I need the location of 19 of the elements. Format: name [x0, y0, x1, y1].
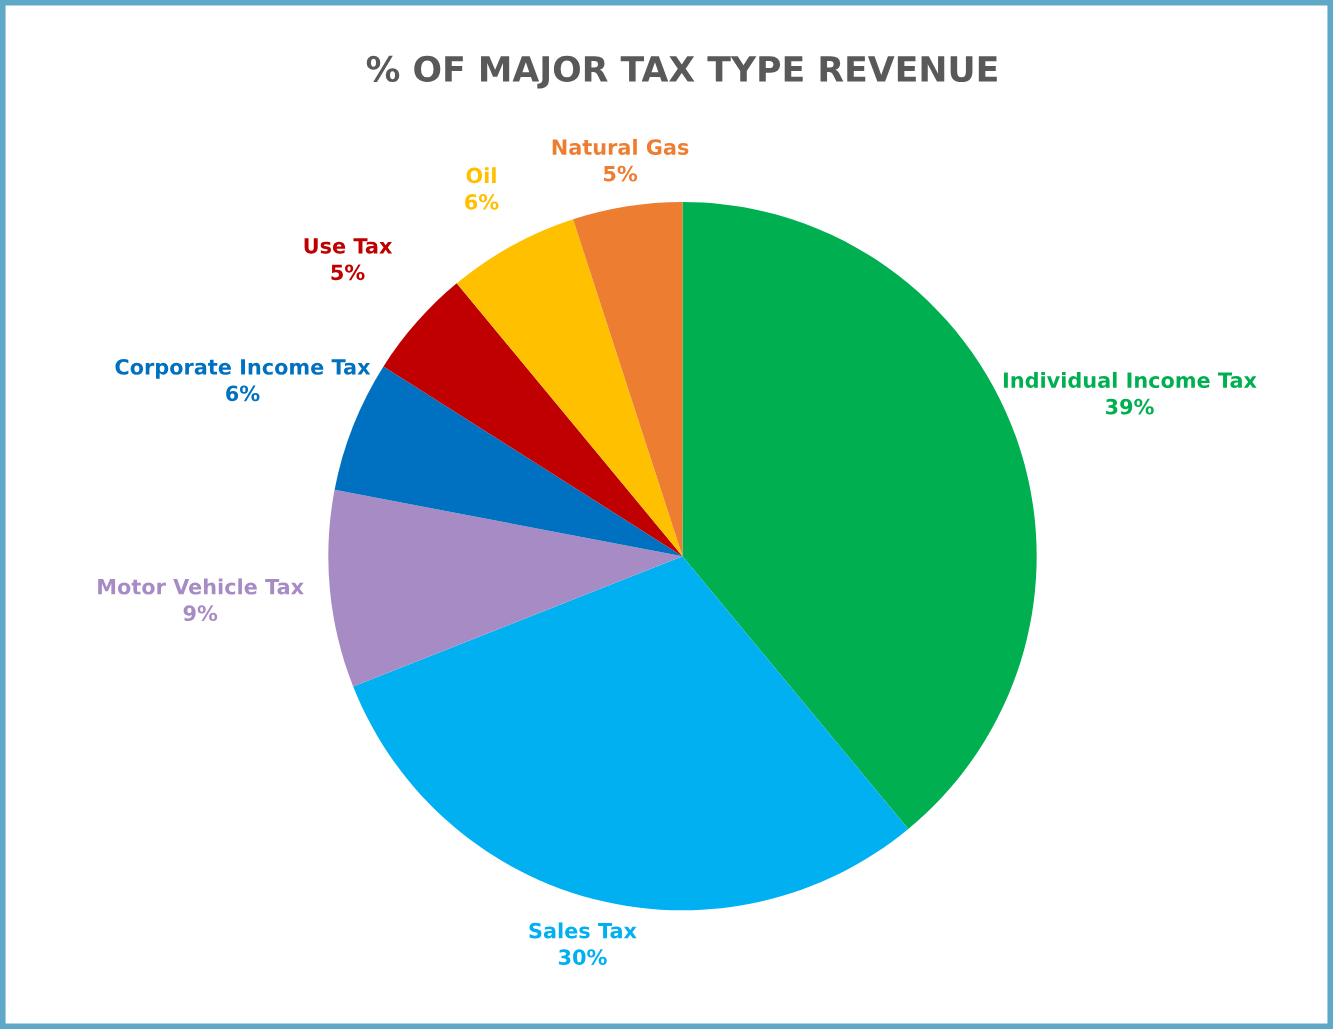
data-label: 5%: [604, 165, 638, 182]
slice-label: Individual Income Tax: [1003, 371, 1257, 389]
slice-label: Use Tax: [304, 238, 393, 254]
pie-slice: [383, 283, 683, 557]
slice-label: Natural Gas: [552, 138, 689, 156]
pie-slice: [328, 489, 683, 687]
data-label: 9%: [183, 605, 218, 622]
slice-label: Corporate Income Tax: [115, 359, 371, 379]
data-label: 5%: [331, 264, 365, 281]
data-label: 6%: [226, 385, 260, 402]
chart-title: % OF MAJOR TAX TYPE REVENUE: [366, 55, 997, 89]
pie-slice: [353, 556, 909, 911]
data-label: 6%: [465, 194, 499, 210]
data-label: 30%: [558, 949, 607, 966]
slice-label: Oil: [466, 167, 496, 184]
slice-label: Sales Tax: [529, 922, 637, 939]
slice-label: Motor Vehicle Tax: [98, 578, 304, 595]
data-label: 39%: [1105, 398, 1154, 415]
pie-slice: [456, 219, 683, 557]
